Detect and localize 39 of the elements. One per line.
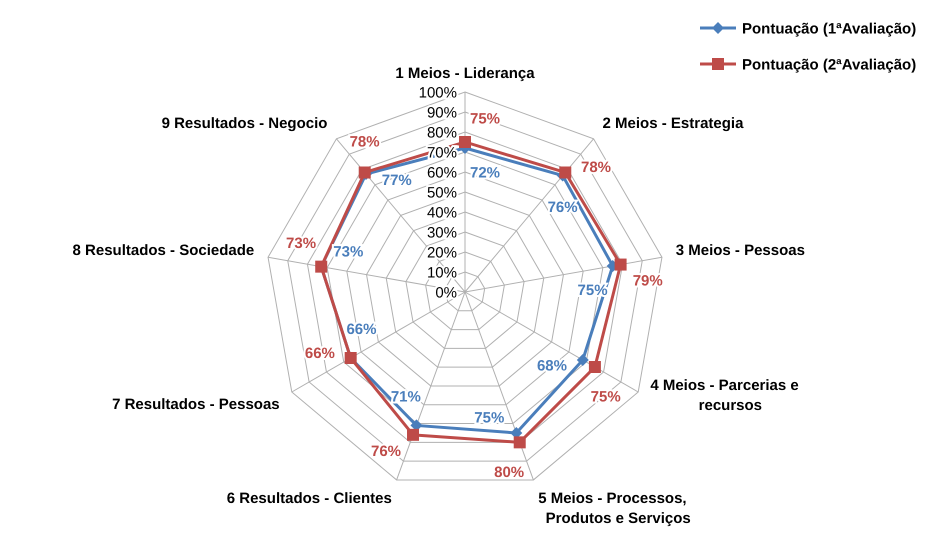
data-label: 73%: [333, 243, 364, 260]
y-tick-label: 10%: [426, 264, 457, 282]
data-label: 76%: [370, 442, 402, 460]
y-tick-label: 100%: [418, 84, 457, 102]
data-label: 66%: [346, 320, 376, 338]
legend-label: Pontuação (1ªAvaliação): [742, 20, 916, 38]
data-label: 77%: [382, 172, 412, 189]
data-label: 75%: [470, 110, 500, 128]
data-label: 80%: [494, 464, 524, 481]
spoke-label: 3 Meios - Pessoas: [676, 242, 805, 259]
spoke-label: 1 Meios - Liderança: [395, 65, 536, 82]
data-label: 79%: [632, 272, 663, 290]
spoke-label: 9 Resultados - Negocio: [162, 115, 328, 132]
spoke-label: 2 Meios - Estrategia: [602, 115, 744, 132]
data-label: 73%: [286, 235, 316, 252]
legend-label: Pontuação (2ªAvaliação): [742, 56, 916, 74]
y-tick-label: 20%: [426, 244, 457, 262]
spoke-label: 4 Meios - Parcerias e recursos: [650, 377, 799, 414]
y-tick-label: 30%: [426, 224, 457, 242]
y-tick-label: 90%: [426, 104, 457, 122]
spoke-label: 7 Resultados - Pessoas: [112, 396, 280, 413]
y-tick-label: 0%: [435, 284, 457, 302]
y-tick-label: 40%: [426, 204, 457, 222]
spoke-label: 8 Resultados - Sociedade: [72, 242, 254, 259]
data-label: 72%: [470, 164, 500, 182]
y-tick-label: 80%: [426, 124, 457, 142]
y-tick-label: 60%: [426, 164, 457, 182]
data-label: 66%: [304, 344, 335, 362]
y-tick-label: 50%: [426, 184, 457, 202]
data-label: 78%: [581, 159, 612, 176]
data-label: 78%: [350, 134, 380, 151]
data-label: 71%: [390, 388, 421, 406]
spoke-label: 5 Meios - Processos, Produtos e Serviços: [538, 490, 691, 528]
data-label: 68%: [536, 358, 568, 375]
data-label: 75%: [474, 409, 504, 426]
data-label: 75%: [590, 388, 621, 406]
y-tick-label: 70%: [426, 144, 457, 162]
spoke-label: 6 Resultados - Clientes: [226, 490, 392, 508]
data-label: 76%: [548, 199, 578, 216]
